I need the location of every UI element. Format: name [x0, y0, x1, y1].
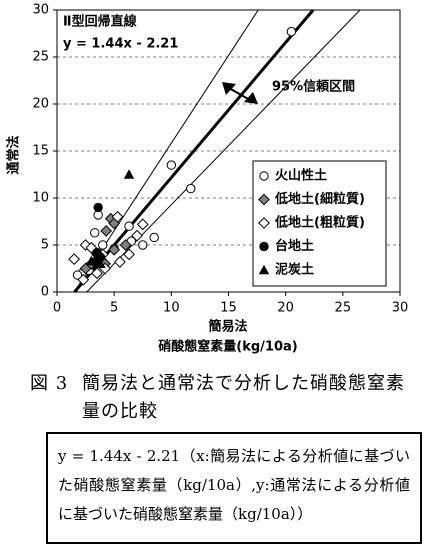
y-tick-label: 25: [32, 50, 49, 65]
x-tick-label: 20: [277, 301, 294, 316]
point: [166, 160, 177, 170]
point: [123, 248, 135, 261]
point: [286, 26, 297, 37]
point: [123, 169, 135, 179]
y-tick-label: 0: [41, 285, 49, 300]
point: [77, 273, 90, 286]
x-axis-label: 簡易法: [207, 319, 247, 335]
legend-marker: [258, 264, 270, 275]
x-tick-label: 5: [110, 301, 118, 316]
legend-label: 低地土(粗粒質): [274, 215, 365, 231]
point: [136, 218, 149, 231]
legend-marker: [259, 241, 269, 252]
point: [93, 202, 103, 213]
point: [186, 183, 196, 194]
legend-marker: [258, 217, 270, 229]
point: [91, 267, 103, 280]
annotation: 95%信頼区間: [272, 79, 355, 95]
point: [119, 239, 132, 251]
caption-label: 図 3: [30, 373, 69, 394]
x-tick-label: 15: [220, 301, 237, 316]
x-axis-label-2: 硝酸態窒素量(kg/10a): [158, 339, 297, 355]
chart: Ⅱ型回帰直線 y = 1.44x - 2.21 95%信頼区間 簡易法 硝酸態窒…: [6, 3, 409, 355]
point: [111, 210, 124, 223]
caption: 図 3 簡易法と通常法で分析した硝酸態窒素量の比較: [30, 370, 415, 426]
y-tick-label: 10: [32, 191, 49, 206]
point: [113, 256, 126, 268]
point: [79, 239, 92, 251]
legend-label: 泥炭土: [275, 262, 314, 278]
point: [108, 243, 121, 256]
point: [98, 240, 108, 250]
y-tick-label: 15: [32, 144, 49, 159]
point: [86, 255, 97, 266]
legend-label: 台地土: [275, 238, 314, 254]
point: [90, 228, 100, 238]
note-text: y = 1.44x - 2.21（x:簡易法による分析値に基づいた硝酸態窒素量（…: [58, 447, 410, 523]
point: [100, 224, 113, 237]
point: [72, 270, 83, 280]
point: [138, 240, 148, 250]
y-tick-label: 20: [32, 97, 49, 112]
point: [149, 232, 159, 243]
chart-title: Ⅱ型回帰直線: [63, 14, 138, 30]
arrow-head: [222, 82, 236, 95]
y-axis-label: 通常法: [6, 135, 22, 174]
point: [68, 253, 81, 266]
point: [92, 247, 102, 258]
legend-label: 低地土(細粒質): [274, 191, 365, 207]
point: [95, 258, 106, 268]
arrow-head: [244, 92, 258, 104]
annotation-arrow: [228, 87, 251, 101]
caption-text: 簡易法と通常法で分析した硝酸態窒素量の比較: [82, 373, 405, 422]
legend-marker: [258, 193, 270, 206]
point: [131, 229, 143, 242]
point: [79, 262, 92, 275]
legend: [252, 160, 387, 287]
note-box: y = 1.44x - 2.21（x:簡易法による分析値に基づいた硝酸態窒素量（…: [46, 432, 422, 544]
x-tick-label: 0: [53, 301, 61, 316]
legend-label: 火山性土: [275, 168, 327, 184]
y-tick-label: 30: [32, 3, 49, 18]
legend-marker: [259, 171, 269, 181]
x-tick-label: 10: [163, 301, 180, 316]
point: [124, 221, 134, 231]
y-tick-label: 5: [41, 238, 49, 253]
equation: y = 1.44x - 2.21: [63, 37, 178, 52]
x-tick-label: 25: [335, 301, 352, 316]
x-tick-label: 30: [392, 301, 409, 316]
